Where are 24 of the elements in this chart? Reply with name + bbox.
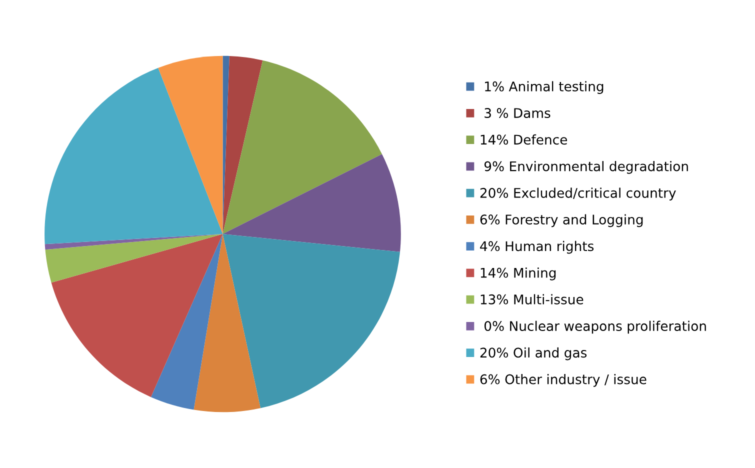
pie-slice [222, 60, 382, 234]
legend-label: 6% Forestry and Logging [480, 214, 643, 228]
pie-slice [51, 234, 223, 398]
pie-slice [194, 234, 260, 412]
pie-slice [222, 56, 263, 234]
legend-label: 6% Other industry / issue [480, 374, 646, 387]
pie-slice [222, 154, 401, 252]
legend-label: 9% Environmental degradation [484, 161, 688, 174]
legend-label: 20% Oil and gas [480, 347, 587, 360]
pie-slice [44, 234, 223, 250]
pie-slice [222, 234, 400, 408]
legend-label: 13% Multi-issue [480, 294, 584, 304]
legend-label: 20% Excluded/critical country [480, 188, 676, 200]
pie-slice [158, 56, 223, 234]
legend-label: 1% Animal testing [485, 81, 604, 94]
legend-label: 3 % Dams [484, 108, 550, 118]
legend-label: 4% Human rights [480, 240, 594, 254]
pie-slice [45, 234, 223, 283]
pie-slice [150, 234, 223, 410]
pie-slice [44, 68, 223, 244]
legend-label: 0% Nuclear weapons proliferation [484, 320, 706, 334]
legend-label: 14% Mining [480, 268, 556, 280]
pie-slice [222, 56, 230, 234]
legend-label: 14% Defence [480, 134, 568, 145]
